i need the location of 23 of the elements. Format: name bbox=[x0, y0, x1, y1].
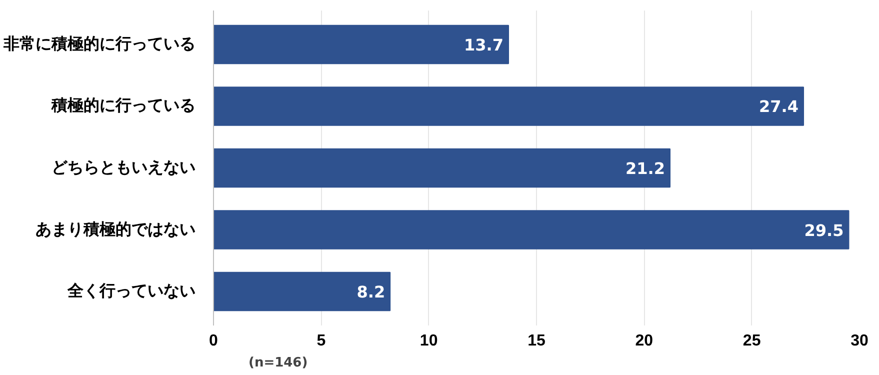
x-tick-label: 30 bbox=[850, 332, 868, 350]
data-label: 13.7 bbox=[464, 35, 504, 54]
y-tick-label: 非常に積極的に行っている bbox=[2, 34, 196, 53]
x-tick-label: 10 bbox=[420, 332, 438, 350]
bar bbox=[214, 148, 671, 188]
y-tick-label: 全く行っていない bbox=[66, 282, 196, 300]
y-tick-label: どちらともいえない bbox=[52, 160, 196, 176]
text: (n=146) bbox=[248, 356, 308, 370]
x-tick-label: 15 bbox=[528, 332, 546, 350]
bar bbox=[214, 210, 850, 250]
data-label: 8.2 bbox=[356, 282, 386, 302]
x-tick-label: 0 bbox=[209, 332, 218, 350]
bar bbox=[214, 24, 510, 64]
data-label: 27.4 bbox=[759, 97, 799, 116]
x-tick-label: 20 bbox=[635, 332, 654, 350]
bar bbox=[214, 272, 391, 312]
data-label: 21.2 bbox=[626, 159, 666, 178]
x-tick-label: 5 bbox=[316, 332, 326, 350]
data-label: 29.5 bbox=[804, 220, 844, 240]
y-tick-label: あまり積極的ではない bbox=[36, 220, 196, 238]
x-tick-label: 25 bbox=[742, 332, 761, 350]
y-tick-label: 積極的に行っている bbox=[50, 96, 196, 115]
bar bbox=[214, 86, 804, 126]
